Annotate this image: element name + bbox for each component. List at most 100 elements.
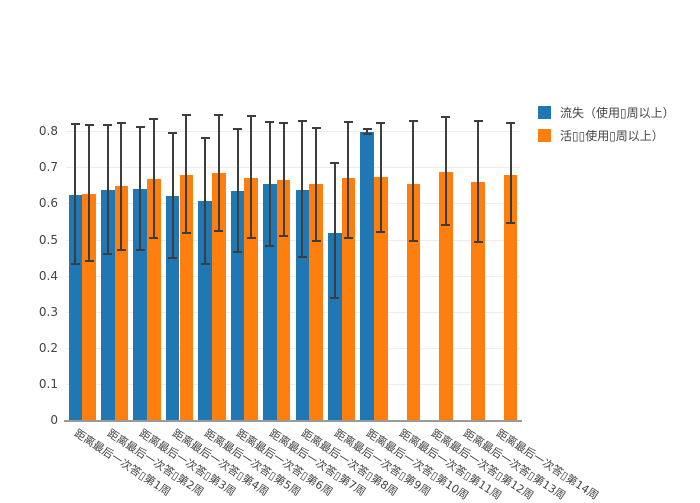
error-bar-churn-week2 xyxy=(106,125,109,254)
error-cap-bottom xyxy=(168,257,178,260)
bar-active-week11[interactable] xyxy=(406,183,421,420)
bar-active-week2[interactable] xyxy=(114,186,129,420)
bar-active-week3[interactable] xyxy=(147,178,161,420)
error-bar-churn-week10 xyxy=(366,129,369,135)
error-cap-top xyxy=(116,121,126,124)
error-cap-top xyxy=(311,126,321,129)
error-bar-active-week10 xyxy=(379,122,382,232)
error-cap-top xyxy=(265,120,275,123)
error-cap-bottom xyxy=(246,236,256,239)
error-cap-bottom xyxy=(265,244,275,247)
error-cap-top xyxy=(181,113,191,116)
gridline xyxy=(66,131,520,133)
error-cap-top xyxy=(376,121,386,124)
error-cap-top xyxy=(70,122,80,125)
error-bar-active-week4 xyxy=(185,114,188,234)
gridline xyxy=(66,311,520,313)
bar-churn-week6[interactable] xyxy=(230,191,245,420)
error-cap-bottom xyxy=(473,240,483,243)
bar-churn-week3[interactable] xyxy=(133,188,148,420)
bar-active-week7[interactable] xyxy=(276,179,291,420)
error-cap-top xyxy=(135,125,145,128)
y-tick-label: 0.5 xyxy=(38,232,58,247)
error-cap-bottom xyxy=(103,252,113,255)
bar-active-week12[interactable] xyxy=(438,171,453,420)
error-bar-active-week8 xyxy=(315,127,318,241)
legend-item-churn[interactable]: 流失（使用▯周以上） xyxy=(538,104,675,121)
y-tick-label: 0.3 xyxy=(38,304,58,319)
error-cap-bottom xyxy=(181,232,191,235)
legend-swatch-active xyxy=(538,129,551,142)
error-cap-bottom xyxy=(149,236,159,239)
legend-item-active[interactable]: 活▯▯使用▯周以上） xyxy=(538,127,675,144)
error-cap-top xyxy=(246,115,256,118)
y-tick-label: 0.7 xyxy=(38,160,58,175)
gridline xyxy=(66,275,520,277)
error-cap-bottom xyxy=(362,133,372,136)
bar-active-week1[interactable] xyxy=(82,194,96,420)
error-bar-churn-week5 xyxy=(204,137,207,265)
error-cap-top xyxy=(214,113,224,116)
bar-churn-week5[interactable] xyxy=(198,200,212,420)
error-bar-churn-week4 xyxy=(171,132,174,259)
error-cap-top xyxy=(330,162,340,165)
error-bar-active-week6 xyxy=(250,116,253,238)
bar-churn-week10[interactable] xyxy=(360,131,375,420)
error-cap-bottom xyxy=(330,297,340,300)
error-cap-bottom xyxy=(506,222,516,225)
error-cap-bottom xyxy=(408,239,418,242)
error-bar-active-week11 xyxy=(412,120,415,241)
gridline xyxy=(66,203,520,205)
error-bar-active-week7 xyxy=(282,123,285,236)
legend-label-churn: 流失（使用▯周以上） xyxy=(560,106,675,120)
error-bar-churn-week9 xyxy=(333,163,336,299)
error-cap-top xyxy=(408,119,418,122)
error-cap-top xyxy=(297,120,307,123)
y-tick-label: 0 xyxy=(50,413,58,427)
error-bar-active-week9 xyxy=(347,121,350,239)
error-cap-bottom xyxy=(343,237,353,240)
bar-active-week10[interactable] xyxy=(374,177,388,420)
error-cap-bottom xyxy=(200,263,210,266)
gridline xyxy=(66,383,520,385)
legend-swatch-churn xyxy=(538,106,551,119)
bar-churn-week7[interactable] xyxy=(263,184,277,420)
error-bar-active-week3 xyxy=(152,118,155,238)
gridline xyxy=(66,347,520,349)
error-cap-bottom xyxy=(311,239,321,242)
bar-churn-week4[interactable] xyxy=(165,196,180,420)
error-cap-bottom xyxy=(84,259,94,262)
error-cap-bottom xyxy=(279,234,289,237)
error-cap-bottom xyxy=(135,248,145,251)
error-cap-bottom xyxy=(70,263,80,266)
bar-active-week4[interactable] xyxy=(179,174,194,420)
y-tick-label: 0.8 xyxy=(38,124,58,139)
bar-churn-week9[interactable] xyxy=(328,232,342,420)
error-cap-top xyxy=(200,136,210,139)
error-cap-bottom xyxy=(297,255,307,258)
error-bar-churn-week8 xyxy=(301,121,304,257)
error-cap-bottom xyxy=(376,230,386,233)
error-cap-top xyxy=(84,124,94,127)
error-bar-churn-week1 xyxy=(74,123,77,265)
bar-churn-week2[interactable] xyxy=(101,190,115,420)
legend: 流失（使用▯周以上） 活▯▯使用▯周以上） xyxy=(538,104,675,150)
bar-churn-week1[interactable] xyxy=(68,195,83,420)
error-bar-churn-week7 xyxy=(268,121,271,246)
bar-active-week14[interactable] xyxy=(503,174,518,420)
error-cap-top xyxy=(149,117,159,120)
error-bar-active-week13 xyxy=(477,120,480,242)
error-cap-top xyxy=(506,121,516,124)
gridline xyxy=(66,239,520,241)
error-cap-top xyxy=(279,122,289,125)
bar-active-week5[interactable] xyxy=(211,172,226,420)
error-bar-churn-week3 xyxy=(139,126,142,250)
error-bar-churn-week6 xyxy=(236,129,239,253)
error-cap-bottom xyxy=(116,248,126,251)
y-tick-label: 0.4 xyxy=(38,268,58,283)
error-bar-active-week12 xyxy=(444,116,447,226)
error-bar-active-week14 xyxy=(509,122,512,224)
bar-active-week8[interactable] xyxy=(309,183,323,420)
bar-churn-week8[interactable] xyxy=(295,190,310,420)
